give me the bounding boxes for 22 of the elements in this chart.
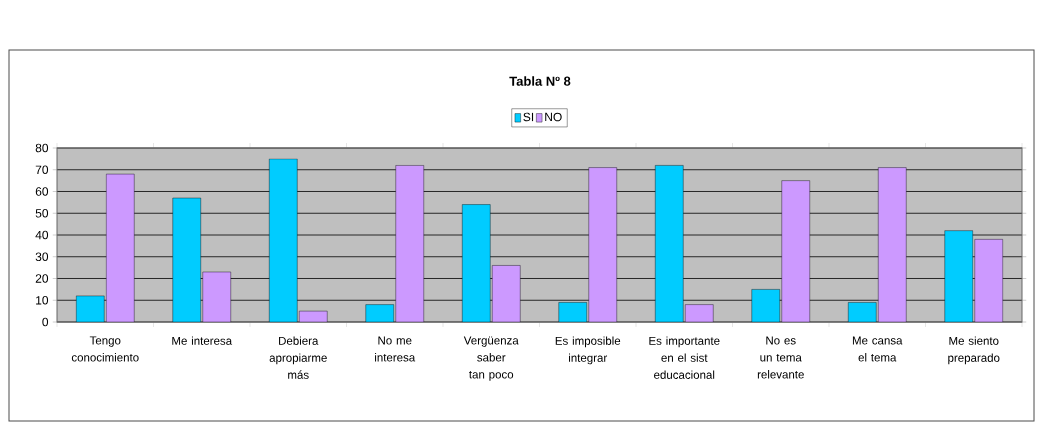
x-tick-label: Debiera apropiarme más [269,336,327,379]
x-tick-label: Tengo conocimiento [71,336,139,362]
y-tick-label: 40 [35,230,49,240]
y-tick-label: 0 [42,317,49,327]
y-tick-label: 60 [35,187,49,196]
x-tick-label: No es un tema relevante [757,336,804,379]
y-tick-label: 50 [35,209,49,218]
x-tick-label: Me cansa el tema [852,336,903,362]
y-tick-label: 20 [35,274,49,283]
x-tick-label: No me interesa [375,336,416,362]
x-tick-label: Es importante en el sist educacional [649,336,720,379]
x-tick-label: Vergüenza saber tan poco [463,336,519,381]
y-tick-label: 30 [35,252,49,261]
chart-title: Tabla Nº 8 [509,76,571,86]
legend-label: SI [523,112,534,122]
x-tick-label: Me interesa [172,336,233,345]
y-tick-label: 80 [35,143,49,153]
y-tick-label: 10 [36,296,49,305]
y-tick-label: 70 [35,165,49,174]
x-tick-label: Es imposible integrar [555,336,621,365]
legend-label: NO [545,112,562,122]
x-tick-label: Me siento preparado [948,336,1000,365]
